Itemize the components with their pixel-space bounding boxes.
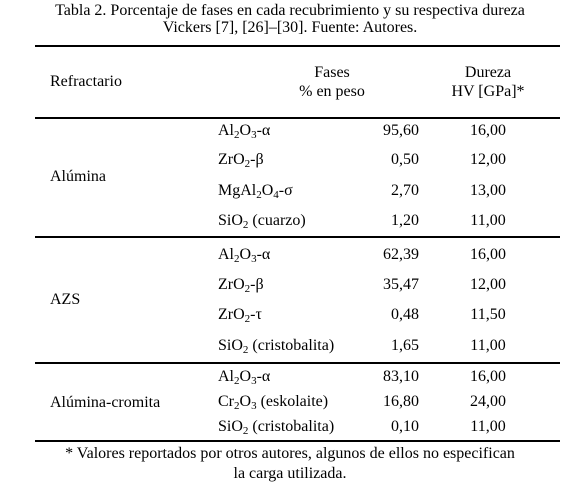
phase: SiO2 (cuarzo): [218, 212, 306, 231]
footnote: la carga utilizada.: [233, 465, 347, 482]
group-rule: [35, 236, 560, 238]
phase: ZrO2-τ: [218, 306, 262, 325]
group-rule: [35, 362, 560, 364]
weight-percent: 83,10: [383, 368, 419, 385]
phase: Al2O3-α: [218, 122, 271, 141]
phase: Cr2O3 (eskolaite): [218, 393, 329, 412]
weight-percent: 0,50: [391, 151, 419, 168]
phase: ZrO2-β: [218, 276, 264, 295]
caption: Vickers [7], [26]–[30]. Fuente: Autores.: [162, 19, 418, 36]
hardness: 13,00: [470, 182, 506, 199]
top-rule: [35, 45, 560, 47]
refractory-name: AZS: [50, 291, 81, 308]
phase: SiO2 (cristobalita): [218, 418, 335, 437]
phase: ZrO2-β: [218, 151, 264, 170]
bottom-rule: [35, 440, 560, 442]
column-header: Dureza: [464, 64, 512, 81]
refractory-name: Alúmina-cromita: [50, 394, 161, 411]
weight-percent: 1,65: [391, 337, 419, 354]
hardness: 16,00: [470, 122, 506, 139]
column-header: Refractario: [50, 73, 122, 90]
weight-percent: 16,80: [383, 393, 419, 410]
weight-percent: 1,20: [391, 212, 419, 229]
hardness: 11,00: [470, 418, 506, 435]
hardness: 11,50: [470, 306, 506, 323]
hardness: 12,00: [470, 151, 506, 168]
weight-percent: 95,60: [383, 122, 419, 139]
refractory-name: Alúmina: [50, 168, 106, 185]
hardness: 24,00: [470, 393, 506, 410]
footnote: * Valores reportados por otros autores, …: [65, 445, 515, 462]
column-header: HV [GPa]*: [451, 83, 525, 100]
phase: SiO2 (cristobalita): [218, 337, 335, 356]
phase: MgAl2O4-σ: [218, 182, 293, 201]
hardness: 11,00: [470, 337, 506, 354]
weight-percent: 62,39: [383, 246, 419, 263]
hardness: 11,00: [470, 212, 506, 229]
weight-percent: 0,10: [391, 418, 419, 435]
weight-percent: 2,70: [391, 182, 419, 199]
caption: Tabla 2. Porcentaje de fases en cada rec…: [55, 2, 525, 19]
column-header: % en peso: [299, 83, 365, 100]
weight-percent: 0,48: [391, 306, 419, 323]
phase: Al2O3-α: [218, 246, 271, 265]
column-header: Fases: [314, 64, 350, 81]
hardness: 16,00: [470, 368, 506, 385]
weight-percent: 35,47: [383, 276, 419, 293]
hardness: 12,00: [470, 276, 506, 293]
hardness: 16,00: [470, 246, 506, 263]
header-rule: [35, 117, 560, 119]
phase: Al2O3-α: [218, 368, 271, 387]
